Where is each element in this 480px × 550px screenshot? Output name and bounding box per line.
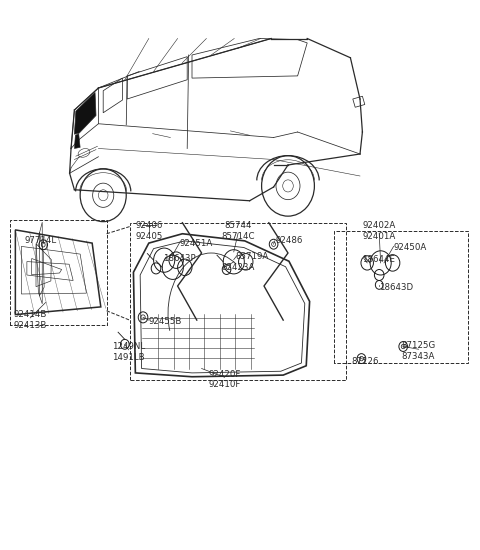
- Text: 97714L: 97714L: [25, 236, 57, 245]
- Text: 92420F
92410F: 92420F 92410F: [208, 370, 241, 389]
- Text: 92406
92405: 92406 92405: [135, 221, 163, 241]
- Polygon shape: [74, 92, 96, 134]
- Text: 82423A: 82423A: [222, 263, 255, 272]
- Text: 92455B: 92455B: [149, 317, 182, 326]
- Text: 18643P: 18643P: [163, 254, 196, 263]
- Text: 18643D: 18643D: [379, 283, 413, 292]
- Text: 92450A: 92450A: [394, 243, 427, 252]
- Text: 92486: 92486: [276, 236, 303, 245]
- Text: 18644E: 18644E: [362, 255, 396, 264]
- Text: 1249NL
1491LB: 1249NL 1491LB: [112, 342, 145, 362]
- Text: 92414B
92413B: 92414B 92413B: [13, 310, 47, 330]
- Text: 85719A: 85719A: [235, 252, 268, 261]
- Text: 85744
85714C: 85744 85714C: [221, 221, 255, 241]
- Polygon shape: [74, 134, 80, 149]
- Text: 92451A: 92451A: [180, 239, 213, 248]
- Text: 92402A
92401A: 92402A 92401A: [362, 221, 396, 241]
- Text: 87126: 87126: [351, 358, 379, 366]
- Text: 87125G
87343A: 87125G 87343A: [401, 341, 436, 361]
